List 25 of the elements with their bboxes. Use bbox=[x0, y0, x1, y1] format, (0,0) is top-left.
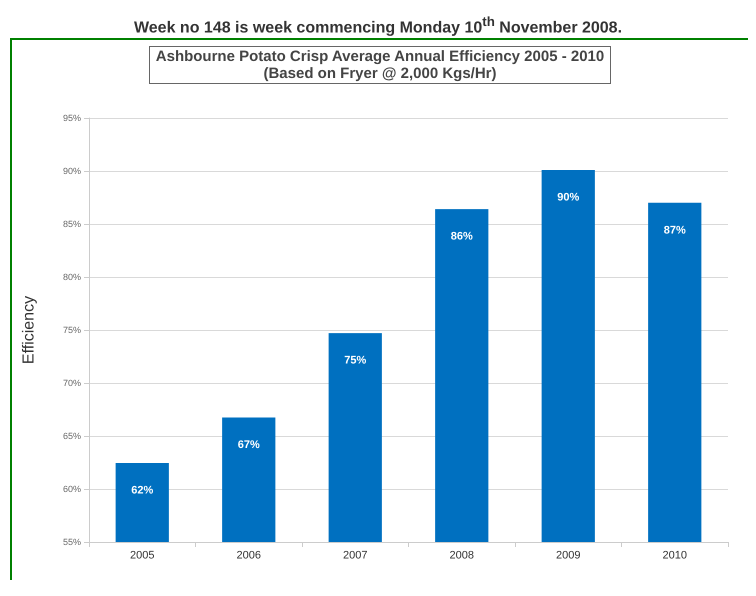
x-tick-label: 2005 bbox=[130, 550, 154, 562]
chart-title: Ashbourne Potato Crisp Average Annual Efficiency 2005 - 2010 bbox=[156, 48, 604, 65]
data-label: 75% bbox=[344, 354, 366, 367]
text: Week no 148 is week commencing Monday 10$^{th}$ November 2008. bbox=[132, 13, 624, 38]
y-tick-label: 85% bbox=[62, 219, 81, 229]
y-tick-label: 55% bbox=[62, 537, 81, 547]
y-tick-label: 95% bbox=[62, 113, 81, 123]
y-tick-label: 80% bbox=[62, 272, 81, 282]
y-tick-label: 65% bbox=[62, 431, 81, 441]
x-tick-label: 2007 bbox=[343, 550, 368, 562]
y-tick-label: 60% bbox=[62, 484, 81, 494]
data-label: 62% bbox=[131, 484, 154, 497]
y-tick-label: 70% bbox=[62, 378, 81, 388]
y-tick-label: 75% bbox=[62, 325, 81, 335]
data-label: 87% bbox=[664, 224, 686, 236]
x-tick-label: 2009 bbox=[556, 550, 580, 562]
data-label: 90% bbox=[557, 191, 580, 204]
x-tick-label: 2006 bbox=[236, 550, 261, 562]
chart-subtitle: (Based on Fryer @ 2,000 Kgs/Hr) bbox=[263, 65, 497, 82]
data-label: 67% bbox=[238, 438, 260, 451]
y-axis-title: Efficiency bbox=[20, 296, 38, 364]
x-tick-label: 2010 bbox=[662, 550, 687, 562]
x-tick-label: 2008 bbox=[450, 550, 474, 562]
y-tick-label: 90% bbox=[62, 166, 81, 176]
data-label: 86% bbox=[450, 230, 473, 243]
